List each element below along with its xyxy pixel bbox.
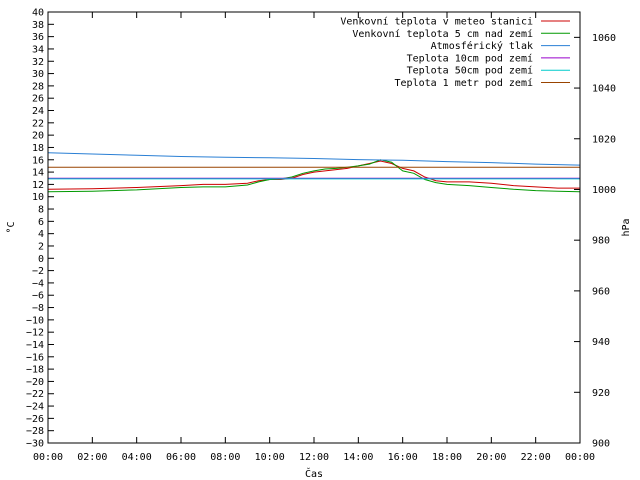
x-tick-label: 06:00	[166, 452, 196, 463]
ticks-layer: 4038363432302826242220181614121086420−2−…	[26, 8, 616, 464]
y-axis-label: °C	[6, 221, 17, 233]
y-tick-label: −28	[26, 426, 44, 437]
y-tick-label: 36	[32, 32, 44, 43]
legend-label: Atmosférický tlak	[431, 40, 533, 52]
y2-tick-label: 1060	[592, 33, 616, 44]
series-line-2	[47, 159, 581, 193]
y-tick-label: −12	[26, 328, 44, 339]
legend: Venkovní teplota v meteo staniciVenkovní…	[340, 16, 570, 89]
y-tick-label: −8	[32, 303, 44, 314]
legend-label: Teplota 50cm pod zemí	[407, 65, 533, 77]
y2-tick-label: 980	[592, 236, 610, 247]
y-tick-label: −10	[26, 315, 44, 326]
x-tick-label: 02:00	[77, 452, 107, 463]
y-tick-label: −22	[26, 389, 44, 400]
y-tick-label: −26	[26, 414, 44, 425]
y-tick-label: −4	[32, 278, 44, 289]
y-tick-label: −2	[32, 266, 44, 277]
legend-label: Teplota 10cm pod zemí	[407, 52, 533, 64]
y2-axis-label: hPa	[621, 218, 632, 236]
series-layer	[47, 152, 581, 193]
y-tick-label: 40	[32, 8, 44, 19]
y-tick-label: 38	[32, 20, 44, 31]
y2-tick-label: 1040	[592, 84, 616, 95]
series-line-1	[47, 160, 580, 190]
y-tick-label: −18	[26, 365, 44, 376]
y-tick-label: −6	[32, 291, 44, 302]
y-tick-label: −14	[26, 340, 44, 351]
y-tick-label: 10	[32, 192, 44, 203]
x-tick-label: 10:00	[255, 452, 285, 463]
x-tick-label: 20:00	[476, 452, 506, 463]
y2-tick-label: 900	[592, 439, 610, 450]
x-tick-label: 00:00	[565, 452, 595, 463]
y-tick-label: 28	[32, 81, 44, 92]
y-tick-label: 14	[32, 168, 44, 179]
x-tick-label: 00:00	[33, 452, 63, 463]
y2-tick-label: 1000	[592, 185, 616, 196]
y2-tick-label: 940	[592, 337, 610, 348]
y-tick-label: 18	[32, 143, 44, 154]
legend-label: Teplota 1 metr pod zemí	[395, 77, 533, 89]
y-tick-label: 24	[32, 106, 44, 117]
x-tick-label: 14:00	[343, 452, 373, 463]
y-tick-label: 16	[32, 155, 44, 166]
y-tick-label: 20	[32, 131, 44, 142]
x-axis-label: Čas	[305, 467, 323, 480]
y2-tick-label: 920	[592, 388, 610, 399]
y-tick-label: 34	[32, 44, 44, 55]
y2-tick-label: 1020	[592, 134, 616, 145]
x-tick-label: 12:00	[299, 452, 329, 463]
x-tick-label: 18:00	[432, 452, 462, 463]
y-tick-label: 32	[32, 57, 44, 68]
y-tick-label: 0	[38, 254, 44, 265]
x-tick-label: 08:00	[210, 452, 240, 463]
legend-label: Venkovní teplota 5 cm nad zemí	[352, 28, 533, 40]
y-tick-label: −16	[26, 352, 44, 363]
y-tick-label: 4	[38, 229, 44, 240]
x-tick-label: 16:00	[388, 452, 418, 463]
x-tick-label: 22:00	[521, 452, 551, 463]
y2-tick-label: 960	[592, 286, 610, 297]
y-tick-label: 12	[32, 180, 44, 191]
y-tick-label: 6	[38, 217, 44, 228]
y-tick-label: 2	[38, 241, 44, 252]
y-tick-label: 22	[32, 118, 44, 129]
legend-label: Venkovní teplota v meteo stanici	[340, 16, 533, 28]
y-tick-label: 8	[38, 205, 44, 216]
y-tick-label: 30	[32, 69, 44, 80]
y-tick-label: 26	[32, 94, 44, 105]
y-tick-label: −20	[26, 377, 44, 388]
y-tick-label: −24	[26, 402, 44, 413]
x-tick-label: 04:00	[122, 452, 152, 463]
y-tick-label: −30	[26, 439, 44, 450]
series-line-3	[47, 152, 581, 166]
